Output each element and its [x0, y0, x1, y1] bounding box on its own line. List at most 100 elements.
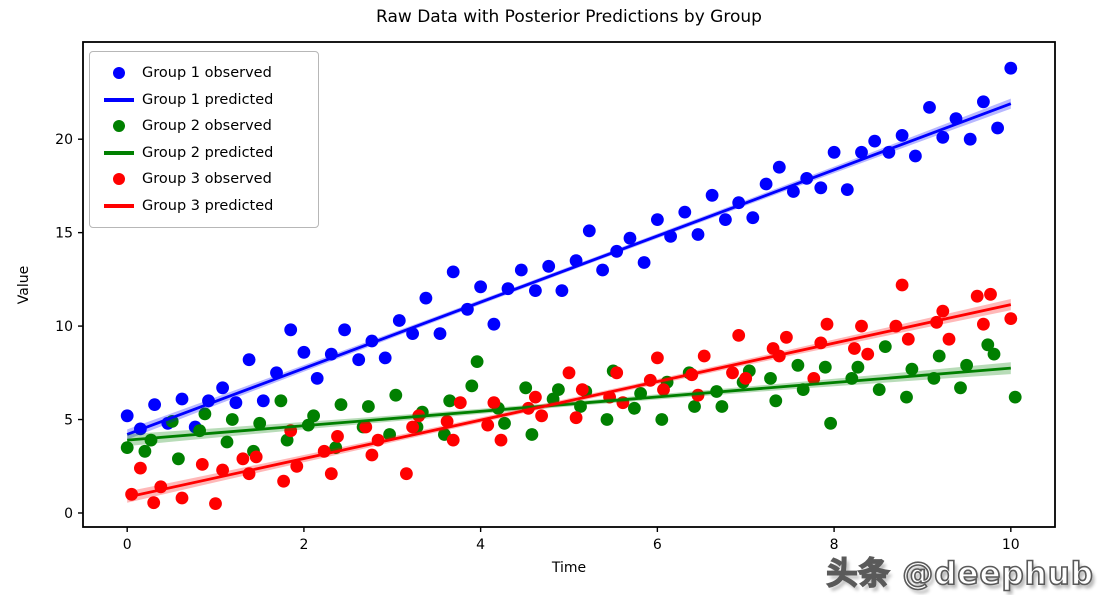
scatter-point	[634, 387, 647, 400]
scatter-point	[453, 396, 467, 410]
scatter-point	[334, 398, 348, 411]
y-axis-label: Value	[16, 265, 32, 305]
scatter-point	[433, 327, 447, 340]
dot-marker	[113, 120, 125, 133]
legend-label: Group 3 observed	[142, 171, 272, 188]
scatter-point	[209, 497, 222, 510]
scatter-point	[365, 448, 379, 462]
x-tick-label: 4	[476, 537, 485, 553]
scatter-point	[1004, 312, 1018, 325]
scatter-point	[732, 329, 746, 342]
scatter-point	[851, 360, 865, 374]
scatter-point	[764, 372, 777, 385]
scatter-point	[419, 291, 433, 305]
scatter-point	[446, 265, 460, 279]
dot-marker	[113, 173, 125, 186]
scatter-point	[220, 435, 234, 449]
scatter-point	[715, 400, 729, 413]
scatter-point	[651, 213, 664, 227]
scatter-point	[824, 416, 837, 430]
scatter-point	[198, 407, 212, 421]
legend-entry: Group 1 observed	[96, 60, 308, 87]
scatter-point	[977, 317, 990, 331]
scatter-point	[977, 95, 990, 109]
scatter-point	[820, 317, 834, 331]
scatter-point	[787, 185, 800, 198]
x-tick-label: 0	[123, 537, 132, 553]
scatter-point	[249, 450, 263, 464]
scatter-point	[691, 228, 705, 241]
y-tick-label: 0	[64, 506, 73, 522]
scatter-point	[878, 340, 892, 353]
legend: Group 1 observed Group 1 predicted Group 2…	[89, 51, 319, 228]
scatter-point	[868, 134, 882, 148]
scatter-point	[352, 353, 366, 367]
x-tick-label: 6	[653, 537, 662, 553]
scatter-point	[791, 358, 805, 372]
scatter-point	[481, 418, 495, 432]
scatter-point	[552, 383, 565, 396]
scatter-point	[236, 452, 250, 466]
scatter-point	[840, 183, 854, 197]
scatter-point	[960, 358, 973, 372]
legend-label: Group 2 observed	[142, 118, 272, 135]
legend-entry: Group 3 predicted	[96, 193, 308, 220]
scatter-point	[895, 278, 909, 292]
scatter-point	[338, 323, 351, 337]
x-tick-label: 8	[830, 537, 839, 553]
legend-entry: Group 2 observed	[96, 113, 308, 140]
scatter-point	[562, 366, 576, 380]
scatter-point	[739, 372, 753, 385]
scatter-point	[242, 353, 256, 367]
scatter-point	[1008, 390, 1022, 404]
scatter-point	[443, 394, 457, 408]
scatter-point	[772, 160, 786, 174]
scatter-point	[655, 413, 669, 426]
scatter-point	[610, 366, 624, 380]
scatter-point	[901, 332, 915, 346]
scatter-point	[487, 317, 501, 331]
scatter-point	[818, 360, 832, 374]
scatter-point	[535, 409, 548, 423]
scatter-point	[147, 496, 161, 510]
scatter-point	[392, 314, 406, 327]
legend-dot-icon	[96, 173, 142, 186]
scatter-point	[284, 323, 298, 337]
scatter-point	[277, 474, 290, 488]
scatter-point	[987, 347, 1001, 361]
scatter-point	[963, 132, 977, 146]
scatter-point	[628, 401, 641, 415]
legend-label: Group 1 predicted	[142, 91, 274, 108]
line-marker	[104, 98, 134, 102]
scatter-point	[861, 347, 875, 361]
x-tick-label: 10	[1002, 537, 1020, 553]
scatter-point	[359, 420, 373, 434]
scatter-point	[651, 351, 664, 365]
scatter-point	[406, 420, 419, 434]
scatter-point	[623, 231, 637, 245]
scatter-point	[814, 181, 828, 195]
line-marker	[104, 204, 134, 208]
scatter-point	[175, 392, 189, 406]
legend-label: Group 1 observed	[142, 65, 272, 82]
scatter-point	[195, 458, 209, 471]
scatter-point	[470, 355, 484, 368]
scatter-point	[494, 433, 508, 447]
scatter-point	[575, 383, 589, 396]
data-layer	[120, 61, 1022, 510]
scatter-point	[529, 390, 542, 404]
line-marker	[104, 151, 134, 155]
scatter-point	[719, 213, 732, 227]
legend-entry: Group 3 observed	[96, 166, 308, 193]
scatter-point	[134, 461, 147, 475]
scatter-point	[331, 430, 344, 443]
scatter-point	[780, 330, 793, 344]
scatter-point	[569, 411, 583, 425]
scatter-point	[378, 351, 392, 365]
legend-line-icon	[96, 98, 142, 102]
scatter-point	[148, 398, 162, 411]
legend-label: Group 2 predicted	[142, 144, 274, 161]
axes-spines	[82, 41, 1056, 528]
scatter-point	[400, 467, 413, 481]
